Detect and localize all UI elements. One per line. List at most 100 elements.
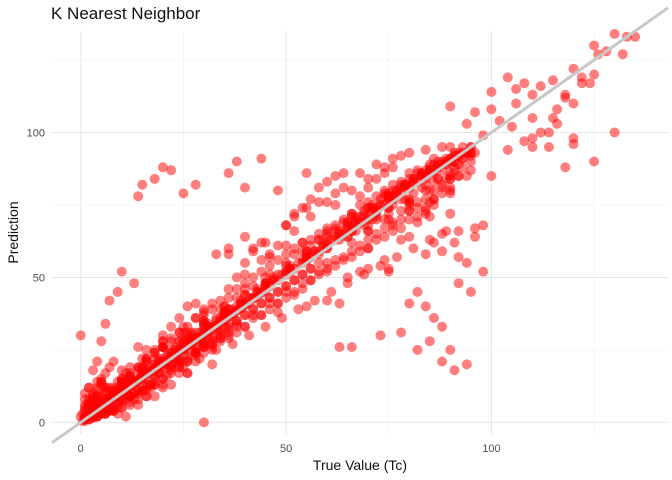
data-point <box>408 243 419 254</box>
data-point <box>137 385 148 396</box>
data-point <box>289 208 300 219</box>
data-point <box>116 266 127 277</box>
data-point <box>125 362 135 373</box>
data-point <box>519 136 530 147</box>
data-point <box>527 142 538 152</box>
data-point <box>92 356 103 367</box>
data-point <box>256 310 267 321</box>
data-point <box>478 220 489 231</box>
data-point <box>272 298 283 309</box>
data-point <box>96 391 107 402</box>
data-point <box>424 211 435 222</box>
data-point <box>330 255 341 265</box>
data-point <box>88 400 99 410</box>
data-point <box>120 411 131 422</box>
data-point <box>207 298 218 309</box>
data-point <box>387 217 398 228</box>
data-point <box>428 237 439 248</box>
data-point <box>338 182 349 193</box>
data-point <box>437 228 448 239</box>
data-point <box>149 379 160 390</box>
data-point <box>383 263 394 274</box>
data-point <box>412 344 423 355</box>
data-point <box>198 417 209 428</box>
data-point <box>342 272 353 283</box>
data-point <box>198 304 209 315</box>
data-point <box>396 234 407 245</box>
data-point <box>240 182 250 193</box>
data-point <box>420 194 431 205</box>
data-point <box>182 350 193 361</box>
data-point <box>235 295 246 306</box>
data-point <box>617 49 628 60</box>
data-point <box>149 173 160 184</box>
data-point <box>355 266 365 277</box>
data-point <box>305 211 316 222</box>
data-point <box>313 257 324 268</box>
data-point <box>157 379 168 390</box>
data-point <box>174 313 185 323</box>
data-point <box>428 313 439 323</box>
data-point <box>162 371 172 381</box>
data-point <box>318 237 328 248</box>
data-point <box>461 359 472 370</box>
data-point <box>223 284 234 294</box>
data-point <box>301 168 312 179</box>
data-point <box>108 356 119 367</box>
data-point <box>272 240 283 251</box>
data-point <box>461 118 472 129</box>
data-point <box>396 205 407 216</box>
data-point <box>589 156 600 167</box>
data-point <box>420 249 431 260</box>
data-point <box>252 284 263 294</box>
data-point <box>207 344 218 355</box>
data-point <box>404 214 415 225</box>
data-point <box>392 185 402 196</box>
data-point <box>190 356 201 367</box>
x-tick-label: 100 <box>482 443 500 455</box>
data-point <box>157 330 168 341</box>
data-point <box>272 185 283 196</box>
data-point <box>527 113 538 123</box>
data-point <box>470 231 480 242</box>
data-point <box>190 313 201 323</box>
data-point <box>248 272 259 283</box>
data-point <box>157 162 168 173</box>
data-point <box>264 252 275 263</box>
data-point <box>396 150 407 161</box>
data-point <box>486 86 497 97</box>
data-point <box>609 127 620 138</box>
data-point <box>297 269 308 280</box>
data-point <box>461 257 472 268</box>
data-point <box>166 165 177 176</box>
data-point <box>412 202 423 213</box>
data-point <box>207 359 218 370</box>
data-point <box>190 344 201 355</box>
x-axis-title: True Value (Tc) <box>313 457 407 473</box>
data-point <box>281 220 292 231</box>
data-point <box>137 179 148 190</box>
data-point <box>190 179 201 190</box>
data-point <box>334 342 345 352</box>
data-point <box>174 356 185 367</box>
identity-line <box>51 6 669 444</box>
axis-labels: 0 50 100 0 50 100 True Value (Tc) Prediction <box>5 127 501 473</box>
data-point <box>400 179 411 190</box>
x-tick-label: 0 <box>78 443 84 455</box>
data-point <box>207 333 218 344</box>
data-point <box>174 368 185 379</box>
data-point <box>548 113 558 123</box>
data-point <box>256 153 267 164</box>
data-point <box>178 188 189 199</box>
data-point <box>338 217 349 228</box>
data-point <box>506 121 517 132</box>
data-point <box>445 208 456 219</box>
data-point <box>256 237 267 248</box>
data-point <box>133 191 144 202</box>
reference-line <box>51 6 669 444</box>
data-point <box>297 202 308 213</box>
data-point <box>449 365 460 376</box>
data-point <box>215 327 226 338</box>
data-point <box>272 286 283 297</box>
data-point <box>375 194 386 205</box>
